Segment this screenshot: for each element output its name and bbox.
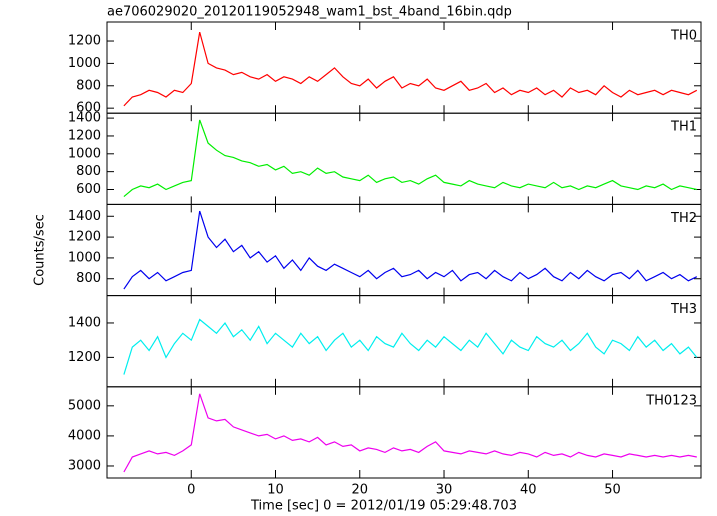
x-tick-label: 30 — [436, 483, 453, 498]
panel-label: TH3 — [670, 302, 697, 317]
y-tick-label: 1200 — [68, 128, 101, 143]
panel-frame — [106, 112, 702, 205]
y-tick-label: 5000 — [68, 398, 101, 413]
y-tick-label: 1200 — [68, 230, 101, 245]
panel-frame — [106, 386, 702, 479]
x-tick-label: 40 — [520, 483, 537, 498]
y-tick-label: 800 — [76, 78, 101, 93]
y-tick-label: 1400 — [68, 111, 101, 126]
y-tick-label: 1400 — [68, 315, 101, 330]
y-tick-label: 4000 — [68, 428, 101, 443]
x-tick-label: 10 — [267, 483, 284, 498]
panel-frame — [106, 21, 702, 114]
x-tick-label: 50 — [604, 483, 621, 498]
light-curve — [123, 31, 698, 107]
chart-title: ae706029020_20120119052948_wam1_bst_4ban… — [107, 5, 512, 20]
y-tick-label: 1200 — [68, 34, 101, 49]
light-curve — [123, 318, 698, 375]
y-tick-label: 3000 — [68, 458, 101, 473]
y-tick-label: 600 — [76, 101, 101, 116]
panel-label: TH2 — [670, 211, 697, 226]
light-curve — [123, 210, 698, 290]
y-tick-label: 800 — [76, 271, 101, 286]
y-tick-label: 800 — [76, 164, 101, 179]
panel-label: TH0 — [670, 29, 697, 44]
y-tick-label: 600 — [76, 182, 101, 197]
y-tick-label: 1000 — [68, 250, 101, 265]
y-tick-label: 1200 — [68, 350, 101, 365]
light-curve — [123, 119, 697, 198]
panel-frame — [106, 203, 702, 297]
x-axis-label: Time [sec] 0 = 2012/01/19 05:29:48.703 — [250, 499, 517, 514]
y-tick-label: 1400 — [68, 209, 101, 224]
y-axis-label: Counts/sec — [33, 214, 48, 286]
panel-label: TH0123 — [645, 393, 697, 408]
x-tick-label: 0 — [187, 483, 195, 498]
y-tick-label: 1000 — [68, 146, 101, 161]
panel-label: TH1 — [670, 120, 697, 135]
light-curve — [123, 393, 697, 473]
y-tick-label: 1000 — [68, 56, 101, 71]
x-tick-label: 20 — [351, 483, 368, 498]
